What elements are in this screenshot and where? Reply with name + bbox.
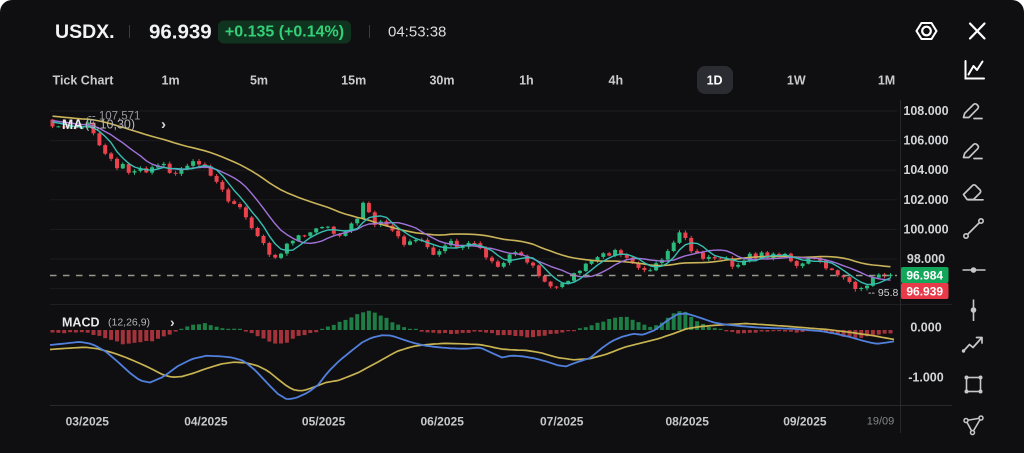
svg-text:98.000: 98.000	[907, 252, 945, 266]
svg-text:(5,10,30): (5,10,30)	[85, 118, 135, 132]
svg-text:›: ›	[170, 314, 175, 330]
svg-text:106.000: 106.000	[903, 134, 948, 148]
svg-text:-- 107.571: -- 107.571	[88, 111, 140, 123]
svg-text:30m: 30m	[429, 74, 454, 88]
svg-text:104.000: 104.000	[903, 163, 948, 177]
svg-text:102.000: 102.000	[903, 193, 948, 207]
svg-text:Tick Chart: Tick Chart	[53, 74, 115, 88]
svg-text:06/2025: 06/2025	[421, 415, 465, 429]
svg-text:96.984: 96.984	[906, 268, 943, 282]
svg-text:1m: 1m	[162, 74, 180, 88]
svg-text:05/2025: 05/2025	[302, 415, 346, 429]
svg-text:08/2025: 08/2025	[666, 415, 710, 429]
svg-text:MA: MA	[62, 117, 83, 132]
svg-text:04:53:38: 04:53:38	[388, 24, 446, 41]
svg-text:MACD: MACD	[62, 316, 100, 330]
svg-text:5m: 5m	[250, 74, 268, 88]
svg-text:108.000: 108.000	[903, 104, 948, 118]
svg-text:›: ›	[161, 116, 166, 133]
svg-text:100.000: 100.000	[903, 222, 948, 236]
svg-text:19/09: 19/09	[867, 416, 895, 428]
svg-text:4h: 4h	[609, 74, 624, 88]
svg-text:-1.000: -1.000	[908, 371, 943, 385]
svg-text:04/2025: 04/2025	[184, 415, 228, 429]
svg-text:09/2025: 09/2025	[783, 415, 827, 429]
svg-text:1h: 1h	[519, 74, 534, 88]
svg-text:-- 95.8: -- 95.8	[868, 287, 899, 299]
svg-text:1W: 1W	[787, 74, 806, 88]
svg-text:+0.135 (+0.14%): +0.135 (+0.14%)	[225, 24, 344, 41]
svg-text:USDX.: USDX.	[55, 21, 115, 43]
svg-text:96.939: 96.939	[149, 21, 212, 44]
svg-text:0.000: 0.000	[910, 321, 941, 335]
svg-text:1D: 1D	[707, 74, 723, 88]
svg-text:03/2025: 03/2025	[66, 415, 110, 429]
svg-text:07/2025: 07/2025	[540, 415, 584, 429]
svg-text:(12,26,9): (12,26,9)	[108, 317, 150, 329]
svg-text:1M: 1M	[878, 74, 895, 88]
svg-text:96.939: 96.939	[906, 284, 943, 298]
svg-text:15m: 15m	[341, 74, 366, 88]
